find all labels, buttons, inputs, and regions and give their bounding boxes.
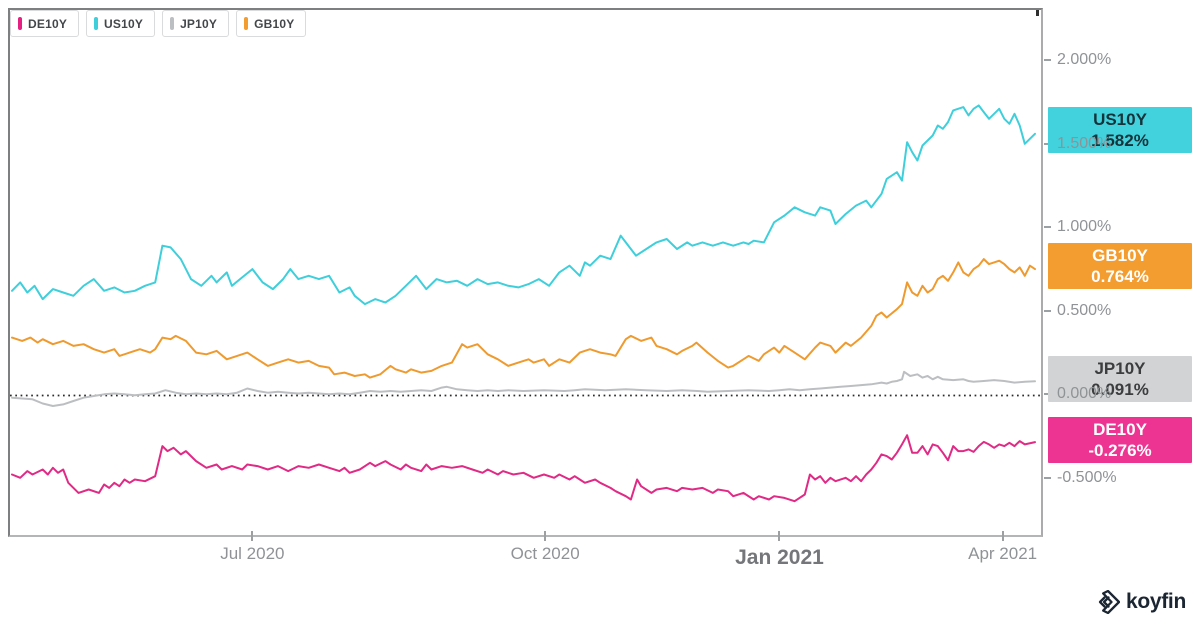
badge-value: 1.582%	[1091, 130, 1149, 150]
x-tick-label: Oct 2020	[510, 544, 580, 563]
legend-color-bar	[94, 17, 99, 30]
legend-item-label: US10Y	[104, 16, 144, 31]
last-value-badge-de10y[interactable]: DE10Y -0.276%	[1048, 417, 1192, 464]
y-tick-mark	[1044, 476, 1051, 479]
legend-item-gb10y[interactable]: GB10Y	[236, 10, 307, 37]
y-tick-label: 1.000%	[1057, 218, 1112, 235]
badge-value: -0.276%	[1088, 441, 1152, 461]
last-value-badge-gb10y[interactable]: GB10Y 0.764%	[1048, 243, 1192, 290]
y-tick-label: 0.500%	[1057, 301, 1112, 319]
series-line-us10y[interactable]	[11, 104, 1036, 306]
branding-footer: koyfin	[1096, 590, 1186, 614]
legend-item-label: GB10Y	[254, 16, 295, 31]
badge-value: 0.764%	[1091, 267, 1149, 287]
y-tick-mark	[1044, 393, 1051, 395]
y-tick-mark	[1044, 226, 1051, 228]
x-tick-mark	[544, 531, 547, 541]
y-tick-label: 1.500%	[1057, 134, 1112, 152]
badge-ticker: US10Y	[1093, 109, 1147, 129]
y-tick-label: -0.500%	[1057, 468, 1117, 486]
koyfin-logo-icon	[1098, 590, 1120, 614]
x-tick-mark	[778, 531, 781, 541]
badge-ticker: JP10Y	[1094, 358, 1146, 378]
plot-area[interactable]	[8, 8, 1043, 537]
x-tick-mark	[251, 531, 254, 541]
x-tick-label: Jul 2020	[220, 544, 285, 563]
legend-item-us10y[interactable]: US10Y	[86, 10, 156, 37]
plot-corner-mark	[1036, 10, 1039, 16]
badge-ticker: GB10Y	[1092, 246, 1148, 266]
legend-item-label: JP10Y	[180, 16, 218, 31]
yield-line-chart	[10, 104, 1041, 503]
y-tick-mark	[1044, 142, 1051, 145]
y-tick-label: 2.000%	[1057, 51, 1112, 68]
y-tick-mark	[1044, 309, 1051, 312]
series-legend: DE10Y US10Y JP10Y GB10Y	[10, 10, 307, 37]
last-value-badge-us10y[interactable]: US10Y 1.582%	[1048, 106, 1192, 153]
series-line-jp10y[interactable]	[11, 370, 1036, 407]
x-tick-mark	[1001, 531, 1004, 541]
legend-item-de10y[interactable]: DE10Y	[10, 10, 80, 37]
koyfin-logo-text: koyfin	[1125, 590, 1186, 613]
series-line-de10y[interactable]	[11, 434, 1036, 503]
legend-color-bar	[18, 17, 22, 30]
badge-ticker: DE10Y	[1093, 420, 1147, 440]
last-value-badge-jp10y[interactable]: JP10Y 0.091%	[1048, 355, 1192, 402]
legend-color-bar	[244, 17, 249, 30]
x-tick-label: Jan 2021	[735, 546, 824, 569]
y-tick-label: 0.000%	[1057, 385, 1112, 402]
legend-item-jp10y[interactable]: JP10Y	[162, 10, 230, 37]
x-tick-label: Apr 2021	[968, 544, 1038, 563]
series-line-gb10y[interactable]	[11, 258, 1036, 379]
legend-item-label: DE10Y	[28, 16, 68, 31]
badge-value: 0.091%	[1091, 379, 1149, 399]
y-tick-mark	[1044, 59, 1051, 61]
legend-color-bar	[170, 17, 175, 30]
